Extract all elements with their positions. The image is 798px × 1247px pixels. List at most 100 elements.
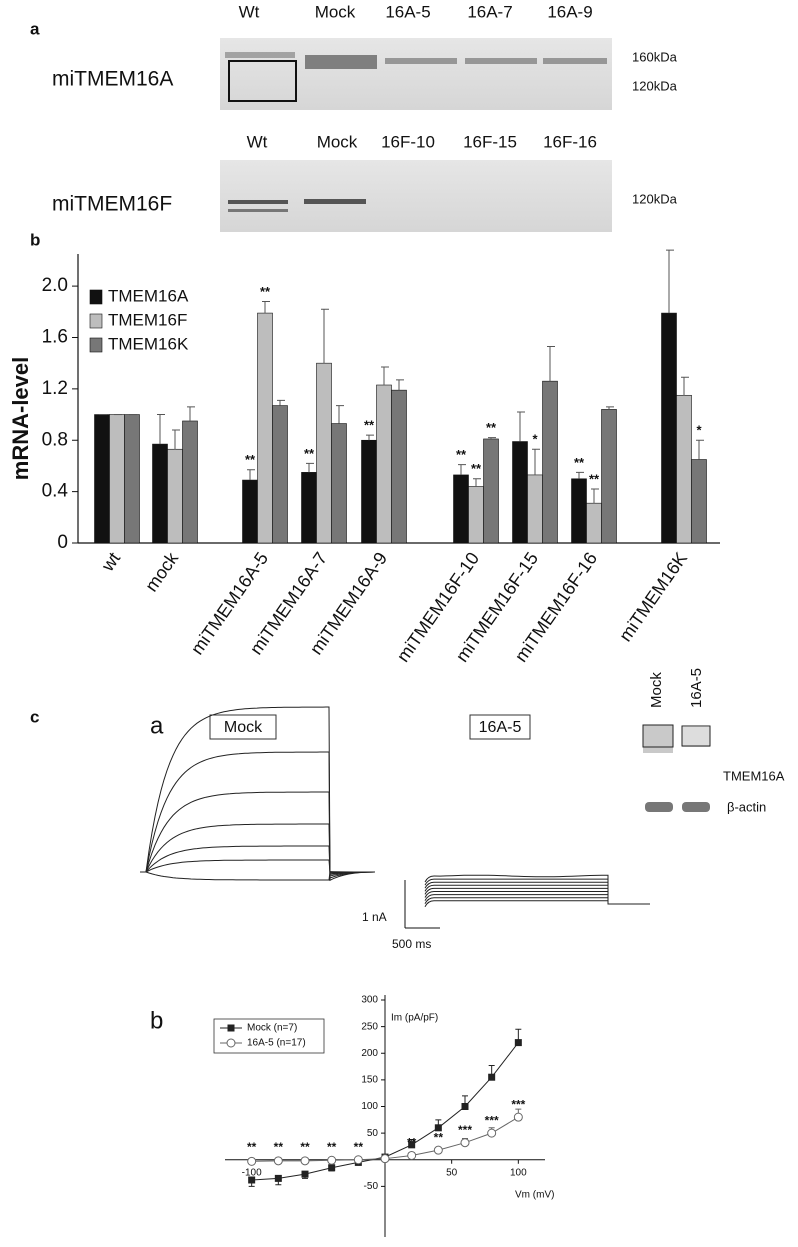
point	[301, 1170, 309, 1178]
legend-label: TMEM16F	[108, 310, 187, 329]
y-tick-label: 200	[361, 1048, 378, 1059]
band	[645, 802, 673, 812]
point	[460, 1138, 470, 1148]
bar	[152, 443, 168, 544]
bar	[483, 438, 499, 544]
lane-label: Mock	[317, 132, 358, 151]
point	[487, 1128, 497, 1138]
trace	[145, 859, 376, 874]
significance: **	[407, 1136, 417, 1150]
trace	[424, 884, 650, 905]
blot-1	[220, 38, 612, 110]
band	[543, 58, 607, 64]
point	[300, 1156, 310, 1166]
error-bar	[666, 249, 674, 314]
bar	[94, 414, 110, 544]
error-bar	[532, 448, 540, 475]
significance: **	[574, 455, 585, 470]
error-bar	[187, 406, 195, 421]
significance: *	[696, 423, 702, 438]
y-tick-label: 250	[361, 1021, 378, 1032]
trace	[424, 878, 650, 905]
point	[461, 1103, 469, 1110]
y-axis-label: Im (pA/pF)	[391, 1013, 438, 1024]
point	[488, 1073, 496, 1081]
bar	[167, 448, 183, 544]
point	[328, 1164, 336, 1172]
panel-label: c	[30, 707, 39, 726]
lane-label: Wt	[239, 2, 260, 21]
error-bar	[262, 301, 270, 314]
y-tick-label: 0	[57, 532, 68, 553]
significance: **	[274, 1140, 284, 1154]
trace	[424, 897, 650, 905]
band	[465, 58, 537, 64]
significance: **	[486, 420, 497, 435]
error-bar	[366, 434, 374, 441]
y-tick-label: 1.2	[42, 378, 68, 399]
point	[273, 1156, 283, 1166]
point	[327, 1155, 337, 1165]
band	[304, 199, 366, 204]
error-bar	[277, 399, 285, 406]
band	[228, 209, 288, 212]
significance: **	[247, 1140, 257, 1154]
bar	[316, 362, 332, 544]
error-bar	[576, 471, 584, 479]
significance: **	[300, 1140, 310, 1154]
error-bar	[396, 379, 404, 391]
current-traces	[140, 706, 650, 908]
subpanel-label: b	[150, 1007, 163, 1034]
lane-label: 16A-9	[547, 2, 592, 21]
significance: **	[364, 418, 375, 433]
point	[248, 1176, 256, 1184]
y-tick-label: 50	[367, 1128, 379, 1139]
bar	[376, 384, 392, 544]
trace	[424, 900, 650, 908]
marker-label: 120kDa	[632, 191, 678, 206]
legend-box	[213, 1018, 325, 1054]
bar	[182, 420, 198, 544]
bar	[301, 472, 317, 544]
bar	[571, 478, 587, 544]
legend-label: 16A-5 (n=17)	[247, 1038, 306, 1049]
point	[433, 1145, 443, 1155]
error-bar	[547, 345, 555, 382]
error-bar	[488, 437, 496, 439]
bar	[391, 389, 407, 544]
significance: **	[589, 471, 600, 486]
y-tick-label: 0.8	[42, 429, 68, 450]
point	[434, 1124, 442, 1132]
lane-label: 16F-15	[463, 132, 517, 151]
x-tick-label: miTMEM16K	[615, 549, 691, 646]
title-box	[469, 714, 531, 740]
point	[247, 1156, 257, 1166]
significance: **	[245, 452, 256, 467]
x-tick-label: wt	[97, 549, 124, 576]
y-tick-label: 300	[361, 995, 378, 1006]
bar	[453, 474, 469, 544]
panel-label: a	[30, 19, 40, 38]
highlight-box	[642, 724, 674, 748]
error-bar	[247, 469, 255, 481]
y-tick-label: 150	[361, 1075, 378, 1086]
inset-lane: 16A-5	[688, 668, 705, 708]
band	[682, 802, 710, 812]
x-axis-label: Vm (mV)	[515, 1189, 554, 1200]
x-tick-label: -100	[242, 1167, 262, 1178]
legend-label: TMEM16K	[108, 334, 189, 353]
band	[228, 200, 288, 204]
lane-label: Wt	[247, 132, 268, 151]
y-tick-label: 0.4	[42, 481, 69, 502]
bar	[272, 405, 288, 544]
trace	[424, 891, 650, 905]
x-tick-label: 100	[510, 1167, 527, 1178]
trace	[424, 887, 650, 905]
band	[305, 55, 377, 69]
error-bar	[306, 462, 314, 473]
trace	[145, 823, 376, 875]
bar	[257, 312, 273, 544]
trace	[145, 871, 376, 881]
y-axis-label: mRNA-level	[8, 357, 33, 480]
